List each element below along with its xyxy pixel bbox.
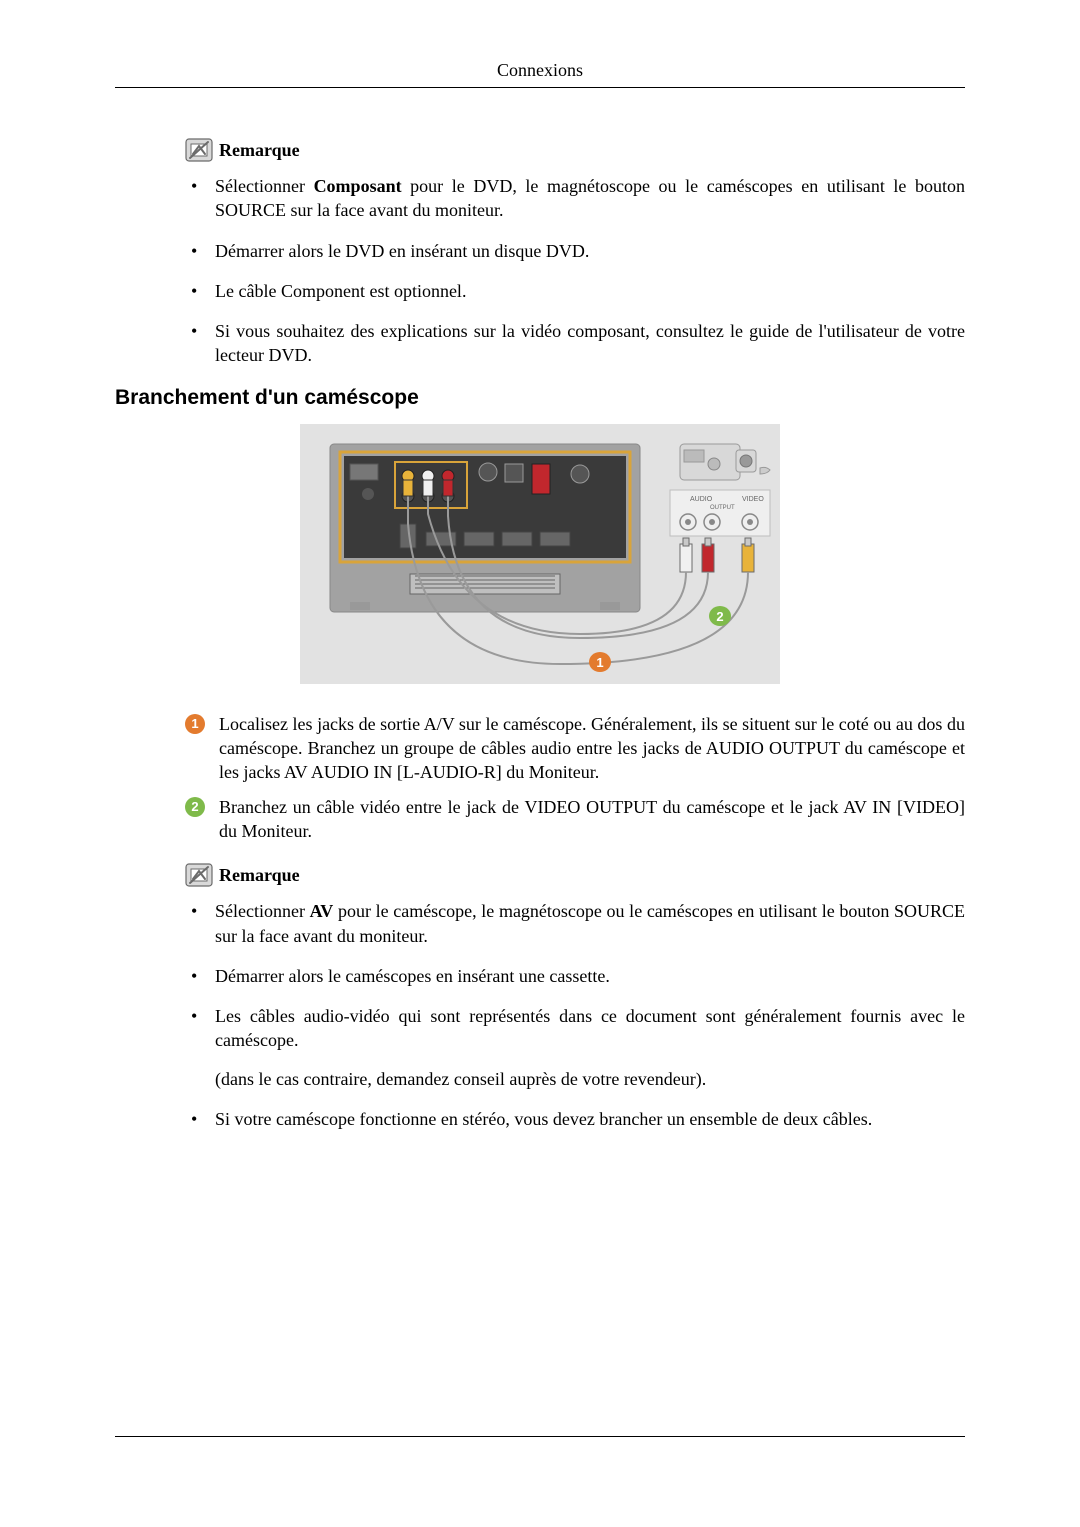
marker-2: 2 — [709, 606, 731, 626]
monitor-side-plugs — [403, 480, 453, 496]
note1-bullet-1: Sélectionner Composant pour le DVD, le m… — [185, 174, 965, 223]
diagram-container: AUDIO OUTPUT VIDEO — [115, 424, 965, 684]
note2-bullet-4: Si votre caméscope fonctionne en stéréo,… — [185, 1107, 965, 1131]
document-page: Connexions Remarque Sélectionner Composa… — [0, 0, 1080, 1527]
note-icon — [185, 138, 213, 162]
stand-leg — [350, 602, 370, 610]
note2-bullet-3-sub: (dans le cas contraire, demandez conseil… — [215, 1067, 965, 1091]
step-1-badge: 1 — [185, 714, 205, 734]
camcorder-output-panel: AUDIO OUTPUT VIDEO — [670, 490, 770, 536]
note2-bullet-3: Les câbles audio-vidéo qui sont représen… — [185, 1004, 965, 1091]
note2-bullet-1: Sélectionner AV pour le caméscope, le ma… — [185, 899, 965, 948]
footer-rule — [115, 1436, 965, 1437]
note-block-2: Remarque — [185, 863, 965, 887]
note-label-1: Remarque — [219, 140, 300, 161]
svg-text:2: 2 — [716, 609, 723, 624]
svg-text:VIDEO: VIDEO — [742, 496, 764, 503]
note-icon — [185, 863, 213, 887]
monitor-grille — [410, 574, 560, 594]
step-1-text: Localisez les jacks de sortie A/V sur le… — [219, 712, 965, 785]
text-bold: AV — [310, 901, 334, 921]
text-part: Les câbles audio-vidéo qui sont représen… — [215, 1006, 965, 1050]
step-1: 1 Localisez les jacks de sortie A/V sur … — [185, 712, 965, 785]
note1-bullet-4: Si vous souhaitez des explications sur l… — [185, 319, 965, 368]
svg-text:OUTPUT: OUTPUT — [710, 505, 735, 511]
text-part: Sélectionner — [215, 901, 310, 921]
step-2-text: Branchez un câble vidéo entre le jack de… — [219, 795, 965, 844]
connection-diagram: AUDIO OUTPUT VIDEO — [300, 424, 780, 684]
text-part: Sélectionner — [215, 176, 314, 196]
note-block-1: Remarque — [185, 138, 965, 162]
numbered-steps: 1 Localisez les jacks de sortie A/V sur … — [185, 712, 965, 843]
svg-text:1: 1 — [596, 655, 603, 670]
stand-leg — [600, 602, 620, 610]
note2-bullet-list: Sélectionner AV pour le caméscope, le ma… — [185, 899, 965, 1131]
section-heading: Branchement d'un caméscope — [115, 386, 965, 410]
text-bold: Composant — [314, 176, 402, 196]
marker-1: 1 — [589, 652, 611, 672]
svg-text:AUDIO: AUDIO — [690, 496, 713, 503]
step-2: 2 Branchez un câble vidéo entre le jack … — [185, 795, 965, 844]
note-label-2: Remarque — [219, 865, 300, 886]
note1-bullet-3: Le câble Component est optionnel. — [185, 279, 965, 303]
header-rule — [115, 87, 965, 88]
note2-bullet-2: Démarrer alors le caméscopes en insérant… — [185, 964, 965, 988]
step-2-badge: 2 — [185, 797, 205, 817]
note1-bullet-2: Démarrer alors le DVD en insérant un dis… — [185, 239, 965, 263]
page-header-title: Connexions — [115, 60, 965, 81]
note1-bullet-list: Sélectionner Composant pour le DVD, le m… — [185, 174, 965, 368]
